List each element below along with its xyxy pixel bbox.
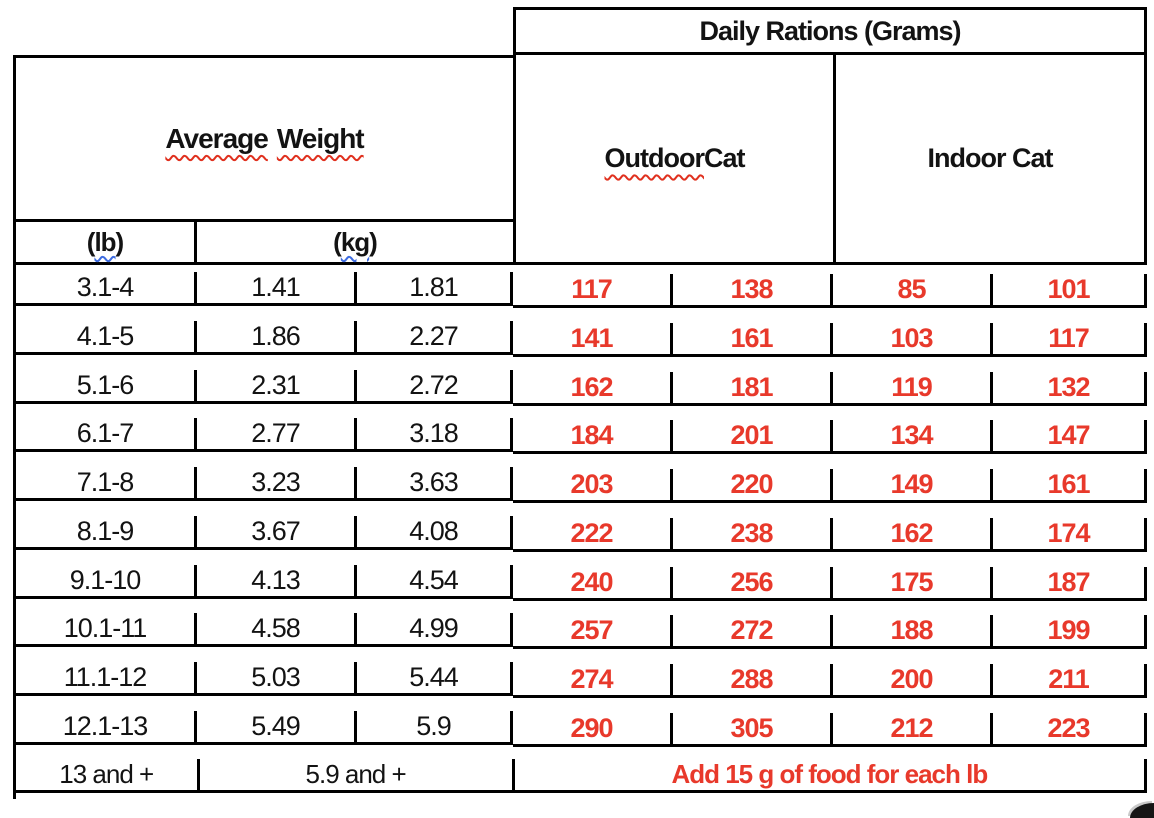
average-weight-header: Average Weight xyxy=(13,55,513,222)
table-cell-lb: 7.1-8 xyxy=(16,467,197,502)
daily-rations-header: Daily Rations (Grams) xyxy=(513,7,1147,55)
table-cell-kg_low: 2.31 xyxy=(197,369,357,404)
table-cell-indoor_low: 134 xyxy=(833,420,993,455)
table-cell-outdoor_low: 240 xyxy=(513,566,673,601)
table-cell-kg_high: 2.72 xyxy=(357,369,513,404)
table-cell-lb: 4.1-5 xyxy=(16,321,197,356)
table-cell-outdoor_high: 288 xyxy=(673,663,833,698)
cursor-artifact xyxy=(1130,803,1154,818)
outdoor-cat-label-misspelled: Outdoor xyxy=(604,143,705,173)
footer-kg-cell: 5.9 and + xyxy=(199,758,515,793)
table-cell-kg_low: 2.77 xyxy=(197,418,357,453)
table-cell-indoor_high: 161 xyxy=(993,469,1147,504)
average-weight-word1: Average xyxy=(165,122,268,154)
average-weight-word2: Weight xyxy=(276,122,365,154)
table-cell-kg_high: 5.9 xyxy=(357,710,513,745)
table-cell-indoor_low: 103 xyxy=(833,323,993,358)
outdoor-cat-header: Outdoor Cat xyxy=(513,55,833,265)
table-cell-kg_high: 5.44 xyxy=(357,661,513,696)
table-cell-indoor_high: 211 xyxy=(993,663,1147,698)
kg-column-header: (kg) xyxy=(197,222,513,265)
table-cell-kg_low: 1.41 xyxy=(197,272,357,307)
table-cell-lb: 3.1-4 xyxy=(16,272,197,307)
table-cell-outdoor_low: 274 xyxy=(513,663,673,698)
table-cell-indoor_high: 199 xyxy=(993,615,1147,650)
lb-paren-open: ( xyxy=(86,226,96,257)
indoor-cat-label: Indoor Cat xyxy=(927,143,1054,173)
table-cell-outdoor_low: 162 xyxy=(513,371,673,406)
table-cell-lb: 6.1-7 xyxy=(16,418,197,453)
lb-label: lb xyxy=(94,226,116,257)
table-cell-kg_low: 4.58 xyxy=(197,613,357,648)
table-cell-indoor_high: 117 xyxy=(993,323,1147,358)
table-cell-outdoor_low: 184 xyxy=(513,420,673,455)
table-cell-outdoor_high: 181 xyxy=(673,371,833,406)
table-cell-outdoor_high: 238 xyxy=(673,517,833,552)
table-cell-outdoor_low: 141 xyxy=(513,323,673,358)
kg-paren-open: ( xyxy=(333,226,342,257)
table-cell-indoor_low: 85 xyxy=(833,274,993,309)
table-cell-outdoor_high: 138 xyxy=(673,274,833,309)
table-cell-outdoor_low: 203 xyxy=(513,469,673,504)
table-cell-outdoor_low: 290 xyxy=(513,712,673,747)
outdoor-cat-label-rest: Cat xyxy=(703,143,746,173)
table-cell-outdoor_low: 117 xyxy=(513,274,673,309)
table-cell-kg_high: 3.63 xyxy=(357,467,513,502)
footer-lb-cell: 13 and + xyxy=(16,758,200,793)
table-footer-row: 13 and + 5.9 and + Add 15 g of food for … xyxy=(13,752,1147,799)
table-cell-indoor_low: 175 xyxy=(833,566,993,601)
table-cell-kg_high: 3.18 xyxy=(357,418,513,453)
table-cell-indoor_high: 101 xyxy=(993,274,1147,309)
table-cell-indoor_low: 119 xyxy=(833,371,993,406)
table-cell-kg_high: 4.08 xyxy=(357,515,513,550)
table-cell-kg_low: 3.23 xyxy=(197,467,357,502)
table-cell-kg_high: 2.27 xyxy=(357,321,513,356)
table-cell-kg_low: 1.86 xyxy=(197,321,357,356)
table-cell-lb: 10.1-11 xyxy=(16,613,197,648)
daily-rations-title: Daily Rations (Grams) xyxy=(699,15,961,46)
rations-table-body: 3.1-4 1.41 1.81 117 138 85 101 4.1-5 1.86 2.27 141… xyxy=(13,265,1147,752)
table-cell-indoor_high: 174 xyxy=(993,517,1147,552)
lb-column-header: (lb) xyxy=(13,222,197,265)
table-cell-outdoor_high: 220 xyxy=(673,469,833,504)
table-cell-indoor_low: 212 xyxy=(833,712,993,747)
indoor-cat-header: Indoor Cat xyxy=(833,55,1147,265)
table-cell-indoor_high: 187 xyxy=(993,566,1147,601)
table-cell-kg_low: 4.13 xyxy=(197,564,357,599)
table-cell-lb: 5.1-6 xyxy=(16,369,197,404)
table-cell-indoor_low: 200 xyxy=(833,663,993,698)
table-cell-indoor_high: 223 xyxy=(993,712,1147,747)
table-cell-outdoor_low: 222 xyxy=(513,517,673,552)
table-cell-outdoor_high: 256 xyxy=(673,566,833,601)
table-cell-kg_low: 5.03 xyxy=(197,661,357,696)
table-cell-kg_low: 5.49 xyxy=(197,710,357,745)
footer-note-cell: Add 15 g of food for each lb xyxy=(514,758,1147,793)
table-cell-outdoor_high: 272 xyxy=(673,615,833,650)
table-cell-lb: 12.1-13 xyxy=(16,710,197,745)
table-cell-lb: 11.1-12 xyxy=(16,661,197,696)
table-cell-indoor_low: 149 xyxy=(833,469,993,504)
table-cell-lb: 9.1-10 xyxy=(16,564,197,599)
table-cell-outdoor_low: 257 xyxy=(513,615,673,650)
table-cell-kg_high: 1.81 xyxy=(357,272,513,307)
table-cell-outdoor_high: 305 xyxy=(673,712,833,747)
table-cell-indoor_low: 188 xyxy=(833,615,993,650)
table-cell-indoor_high: 132 xyxy=(993,371,1147,406)
table-cell-kg_high: 4.54 xyxy=(357,564,513,599)
table-cell-lb: 8.1-9 xyxy=(16,515,197,550)
table-cell-kg_low: 3.67 xyxy=(197,515,357,550)
table-cell-indoor_low: 162 xyxy=(833,517,993,552)
table-cell-outdoor_high: 161 xyxy=(673,323,833,358)
lb-paren-close: ) xyxy=(115,226,125,257)
table-cell-kg_high: 4.99 xyxy=(357,613,513,648)
kg-label: kg xyxy=(340,226,370,257)
table-cell-outdoor_high: 201 xyxy=(673,420,833,455)
kg-paren-close: ) xyxy=(369,226,378,257)
table-cell-indoor_high: 147 xyxy=(993,420,1147,455)
